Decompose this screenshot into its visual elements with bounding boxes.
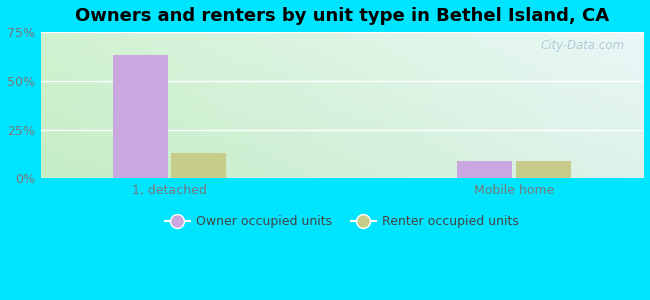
Bar bbox=[172, 153, 226, 178]
Bar bbox=[515, 161, 571, 178]
Legend: Owner occupied units, Renter occupied units: Owner occupied units, Renter occupied un… bbox=[160, 211, 524, 233]
Bar bbox=[113, 56, 168, 178]
Text: City-Data.com: City-Data.com bbox=[541, 39, 625, 52]
Bar bbox=[457, 161, 512, 178]
Title: Owners and renters by unit type in Bethel Island, CA: Owners and renters by unit type in Bethe… bbox=[75, 7, 609, 25]
